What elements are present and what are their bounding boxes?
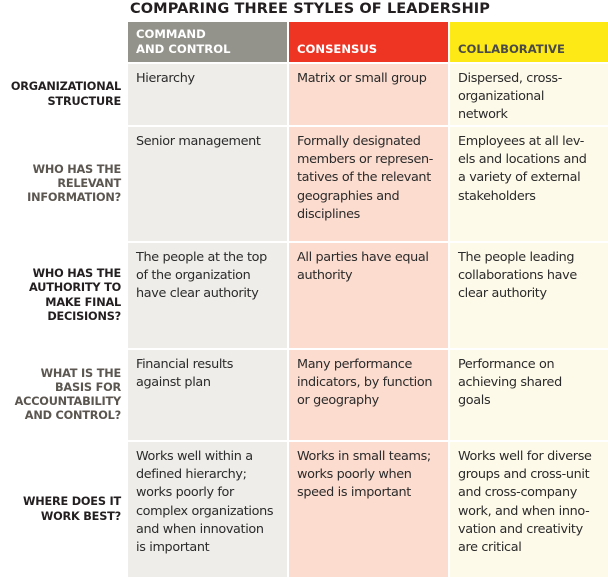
cell-collaborative-accountability: Performance on achieving shared goals	[450, 350, 608, 440]
cell-consensus-accountability: Many performance indicators, by function…	[289, 350, 448, 440]
cell-consensus-authority: All parties have equal authority	[289, 243, 448, 348]
column-header-collaborative: COLLABORATIVE	[450, 22, 608, 62]
cell-collaborative-authority: The people leading collaborations have c…	[450, 243, 608, 348]
column-header-label: COLLABORATIVE	[458, 42, 565, 56]
cell-command-works-best: Works well within a defined hierarchy; w…	[128, 442, 287, 577]
column-header-label-line2: AND CONTROL	[136, 42, 231, 56]
row-label-relevant-information: WHO HAS THE RELEVANT INFORMATION?	[27, 162, 121, 205]
cell-collaborative-information: Employees at all lev- els and locations …	[450, 127, 608, 241]
cell-consensus-structure: Matrix or small group	[289, 64, 448, 125]
cell-consensus-information: Formally designated members or represen-…	[289, 127, 448, 241]
cell-command-information: Senior management	[128, 127, 287, 241]
column-header-label-line1: COMMAND	[136, 27, 206, 41]
row-label-decision-authority: WHO HAS THE AUTHORITY TO MAKE FINAL DECI…	[29, 267, 121, 323]
column-header-label: CONSENSUS	[297, 42, 378, 56]
row-label-organizational-structure: ORGANIZATIONAL STRUCTURE	[10, 80, 121, 108]
cell-collaborative-works-best: Works well for diverse groups and cross-…	[450, 442, 608, 577]
cell-consensus-works-best: Works in small teams; works poorly when …	[289, 442, 448, 577]
cell-command-authority: The people at the top of the organizatio…	[128, 243, 287, 348]
cell-command-structure: Hierarchy	[128, 64, 287, 125]
column-header-consensus: CONSENSUS	[289, 22, 448, 62]
cell-collaborative-structure: Dispersed, cross- organizational network	[450, 64, 608, 125]
page-title: COMPARING THREE STYLES OF LEADERSHIP	[130, 1, 491, 17]
row-label-accountability: WHAT IS THE BASIS FOR ACCOUNTABILITY AND…	[14, 366, 122, 423]
cell-command-accountability: Financial results against plan	[128, 350, 287, 440]
row-label-where-works-best: WHERE DOES IT WORK BEST?	[22, 495, 121, 523]
column-header-command-and-control: COMMAND AND CONTROL	[128, 22, 287, 62]
